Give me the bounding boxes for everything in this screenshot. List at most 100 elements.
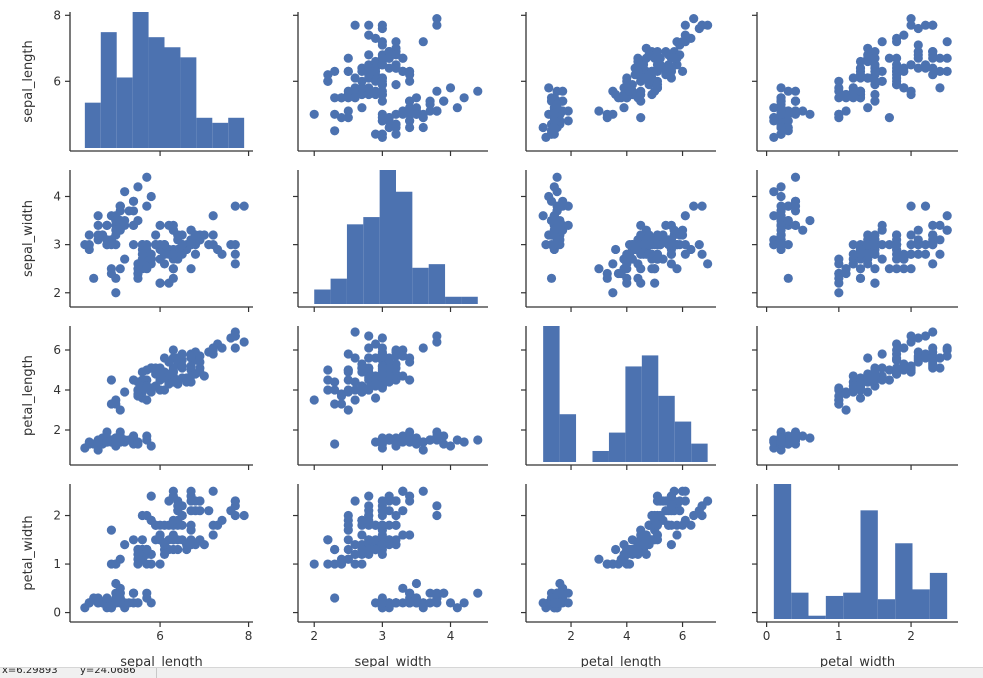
scatter-point [769,113,779,123]
scatter-point [377,333,387,343]
y-axis-label-petal_length: petal_length [21,355,36,436]
scatter-point [330,593,340,603]
scatter-point [93,211,103,221]
scatter-point [111,288,121,298]
x-tick-label: 2 [907,629,915,643]
scatter-point [546,273,557,283]
histogram-bar [363,217,380,304]
scatter-point [336,391,347,401]
scatter-point [892,363,902,373]
scatter-point [790,427,801,437]
scatter-point [863,43,873,53]
scatter-point [884,240,894,250]
scatter-point [377,363,387,373]
scatter-point [899,365,909,375]
scatter-point [425,598,435,608]
x-tick-label: 2 [567,629,575,643]
scatter-point [350,83,360,93]
scatter-point [776,122,786,133]
histogram-bar [180,57,197,149]
scatter-point [137,510,147,521]
histogram-bar [559,414,577,462]
scatter-point [652,520,663,530]
scatter-point [783,126,793,136]
scatter-point [239,337,249,347]
scatter-point [906,14,916,24]
scatter-point [769,187,779,197]
scatter-point [776,206,786,216]
scatter-point [677,66,688,76]
scatter-point [769,211,779,221]
histogram-bar [592,450,609,462]
scatter-point [357,530,367,540]
scatter-point [608,86,618,96]
scatter-point [680,240,690,250]
scatter-point [336,399,347,409]
scatter-point [650,278,660,288]
scatter-point [377,520,387,530]
scatter-point [230,510,240,521]
scatter-point [370,129,381,139]
scatter-point [391,80,401,90]
scatter-point [549,122,559,133]
scatter-point [439,96,449,106]
scatter-point [418,113,428,123]
scatter-point [452,603,462,613]
histogram-bar [843,592,861,619]
scatter-point [841,389,851,399]
scatter-point [384,122,394,133]
scatter-point [855,86,866,96]
scatter-point [884,113,894,123]
scatter-point [549,116,559,126]
scatter-point [906,201,916,211]
histogram-bar [691,443,708,462]
scatter-point [647,89,657,100]
scatter-point [906,264,916,274]
scatter-point [217,343,227,353]
scatter-point [432,510,442,521]
scatter-point [776,93,786,103]
scatter-point [217,515,227,525]
scatter-point [432,501,442,511]
scatter-point [563,201,573,211]
scatter-point [602,109,612,119]
x-tick-label: 8 [245,629,253,643]
histogram-bar [895,543,913,619]
histogram-bar [461,296,478,304]
scatter-point [636,264,646,274]
scatter-point [364,363,374,373]
scatter-point [703,259,713,269]
scatter-point [384,520,394,530]
histogram-bar [773,484,792,619]
panel-sepal_length-vs-petal_length [521,12,716,156]
scatter-point [391,598,401,608]
scatter-point [398,53,408,63]
y-tick-label: 3 [53,238,61,252]
scatter-point [330,385,340,395]
scatter-point [336,559,347,569]
scatter-point [377,549,387,559]
scatter-point [863,56,873,67]
scatter-point [364,343,374,353]
scatter-point [906,230,916,240]
scatter-point [935,66,945,76]
scatter-point [703,496,713,506]
scatter-point [364,544,374,555]
scatter-point [452,103,462,113]
scatter-point [168,515,178,525]
scatter-point [563,588,573,598]
scatter-point [913,235,923,245]
scatter-point [364,66,374,76]
scatter-point [93,230,103,240]
scatter-point [364,515,374,525]
scatter-point [834,76,844,86]
scatter-point [920,240,931,250]
scatter-point [84,240,94,250]
scatter-point [111,437,121,447]
scatter-point [137,367,147,377]
scatter-point [357,89,367,100]
scatter-point [892,249,902,259]
scatter-point [151,230,161,240]
scatter-point [343,515,353,525]
scatter-point [357,515,367,525]
